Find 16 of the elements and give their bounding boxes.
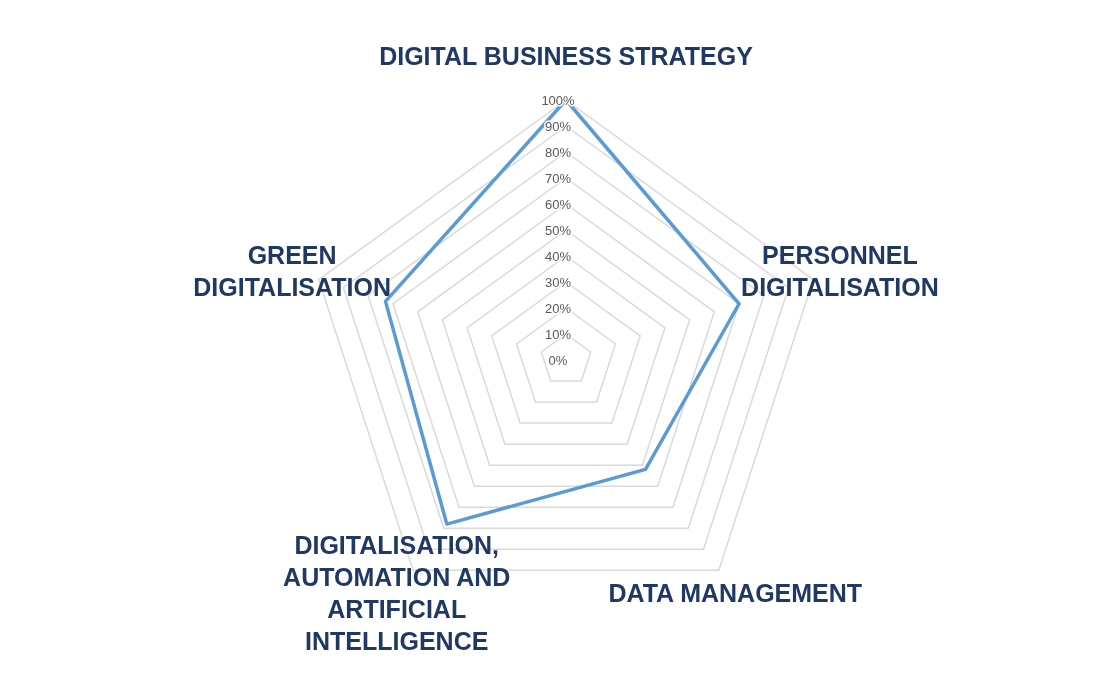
spoke-label: PERSONNEL DIGITALISATION bbox=[741, 241, 939, 301]
spoke-label: DATA MANAGEMENT bbox=[608, 579, 863, 607]
y-tick-label: 90% bbox=[544, 118, 572, 134]
y-tick-label: 30% bbox=[544, 274, 572, 290]
y-tick-label: 50% bbox=[544, 222, 572, 238]
spoke-label: GREEN DIGITALISATION bbox=[193, 241, 391, 301]
y-tick-label: 60% bbox=[544, 196, 572, 212]
spoke-label: DIGITAL BUSINESS STRATEGY bbox=[379, 42, 754, 70]
y-tick-label: 20% bbox=[544, 300, 572, 316]
spoke-label: DIGITALISATION, AUTOMATION AND ARTIFICIAL INTELLIGENCE bbox=[283, 531, 511, 655]
y-tick-label: 100% bbox=[541, 92, 576, 108]
y-tick-label: 0% bbox=[548, 352, 568, 368]
y-tick-label: 80% bbox=[544, 144, 572, 160]
y-tick-label: 40% bbox=[544, 248, 572, 264]
y-tick-label: 10% bbox=[544, 326, 572, 342]
y-tick-label: 70% bbox=[544, 170, 572, 186]
